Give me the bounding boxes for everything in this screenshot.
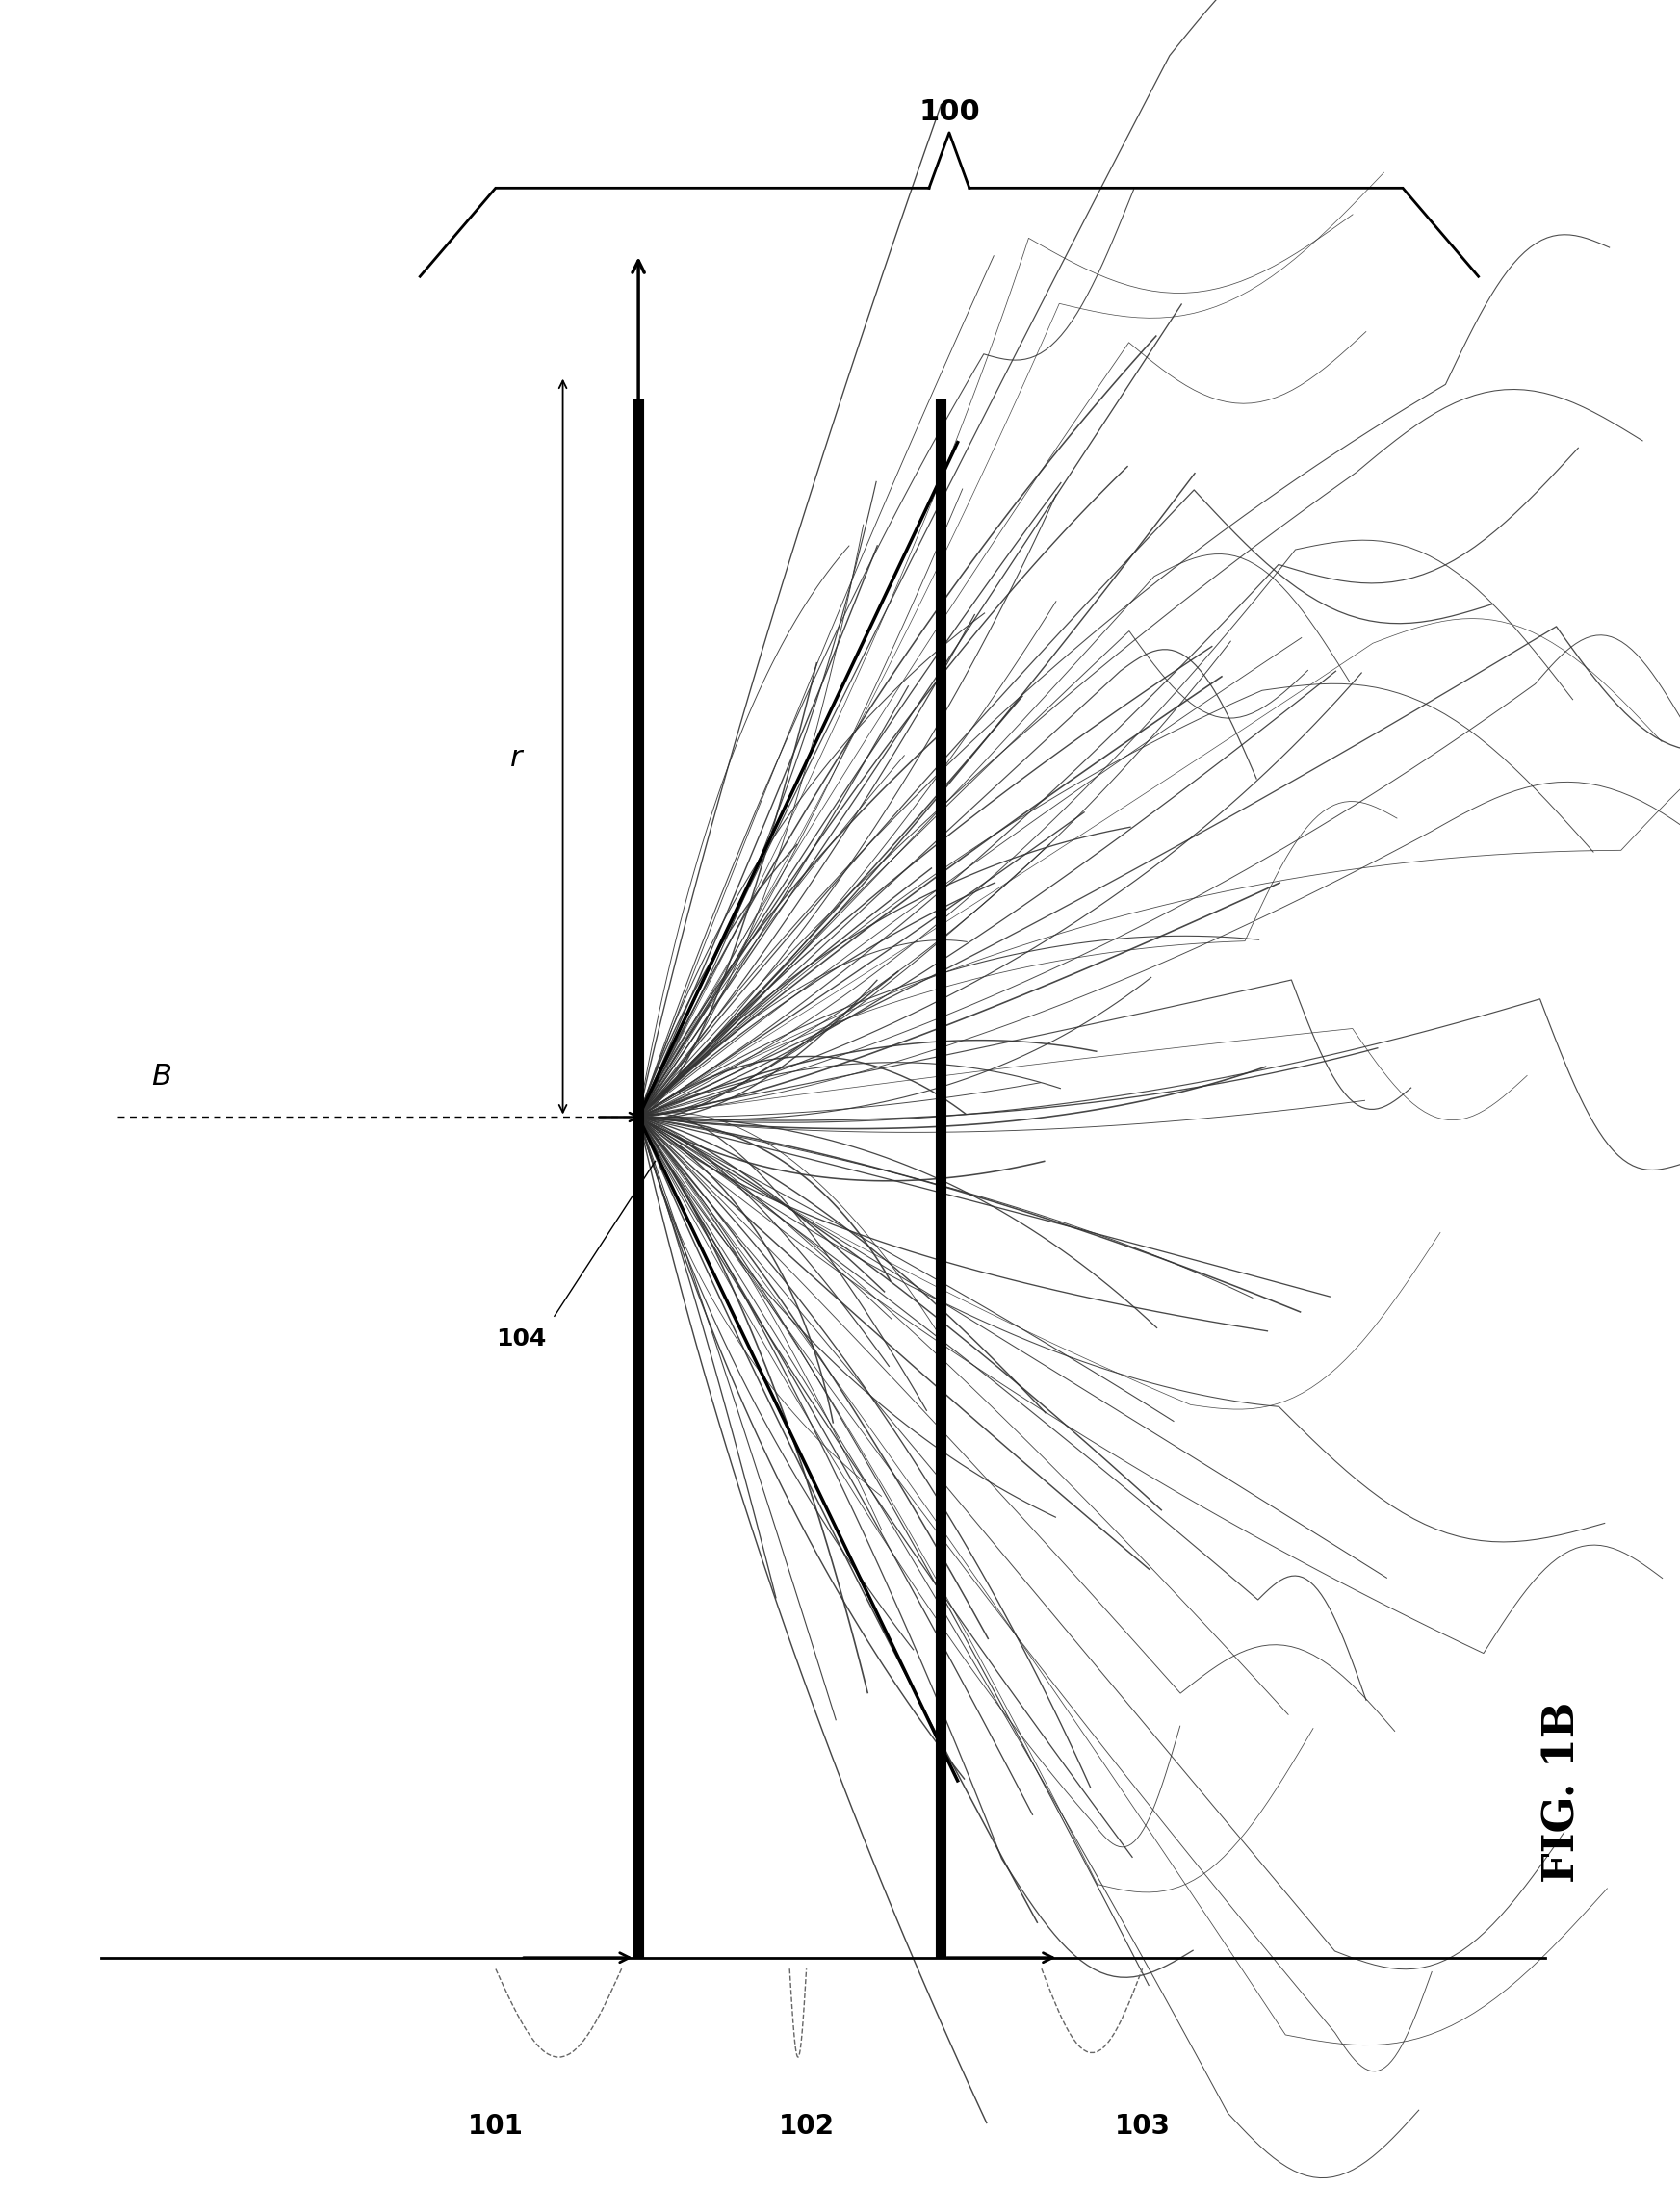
Text: 103: 103 <box>1114 2112 1171 2139</box>
Text: B: B <box>151 1062 171 1091</box>
Text: FIG. 1B: FIG. 1B <box>1542 1701 1583 1882</box>
Text: 104: 104 <box>496 1327 546 1349</box>
Text: 101: 101 <box>467 2112 524 2139</box>
Text: r: r <box>509 743 522 772</box>
Text: 102: 102 <box>778 2112 835 2139</box>
Text: 100: 100 <box>919 97 979 126</box>
